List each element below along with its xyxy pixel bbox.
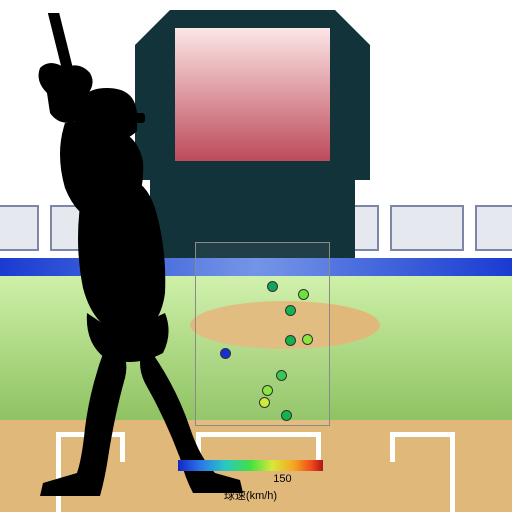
pitch-point bbox=[259, 397, 270, 408]
pitch-point bbox=[267, 281, 278, 292]
plate-line bbox=[196, 432, 201, 462]
plate-line bbox=[316, 432, 321, 462]
pitch-location-chart: 100 150 球速(km/h) bbox=[0, 0, 512, 512]
plate-line bbox=[196, 432, 316, 437]
plate-line bbox=[390, 432, 395, 462]
plate-line bbox=[450, 432, 455, 512]
scoreboard-screen bbox=[175, 28, 330, 161]
pitch-point bbox=[220, 348, 231, 359]
colorbar-tick: 150 bbox=[273, 473, 291, 485]
colorbar-label: 球速(km/h) bbox=[178, 487, 323, 503]
pitch-point bbox=[302, 334, 313, 345]
plate-line bbox=[56, 432, 61, 512]
plate-line bbox=[390, 432, 454, 437]
plate-line bbox=[56, 432, 120, 437]
pitch-point bbox=[276, 370, 287, 381]
pitch-point bbox=[281, 410, 292, 421]
colorbar-tick: 100 bbox=[195, 473, 213, 485]
pitch-point bbox=[298, 289, 309, 300]
pitch-point bbox=[285, 335, 296, 346]
pitch-point bbox=[285, 305, 296, 316]
colorbar bbox=[178, 460, 323, 471]
stand-box bbox=[50, 205, 124, 251]
pitch-point bbox=[262, 385, 273, 396]
plate-line bbox=[120, 432, 125, 462]
stand-box bbox=[390, 205, 464, 251]
stand-box bbox=[475, 205, 512, 251]
stand-box bbox=[0, 205, 39, 251]
